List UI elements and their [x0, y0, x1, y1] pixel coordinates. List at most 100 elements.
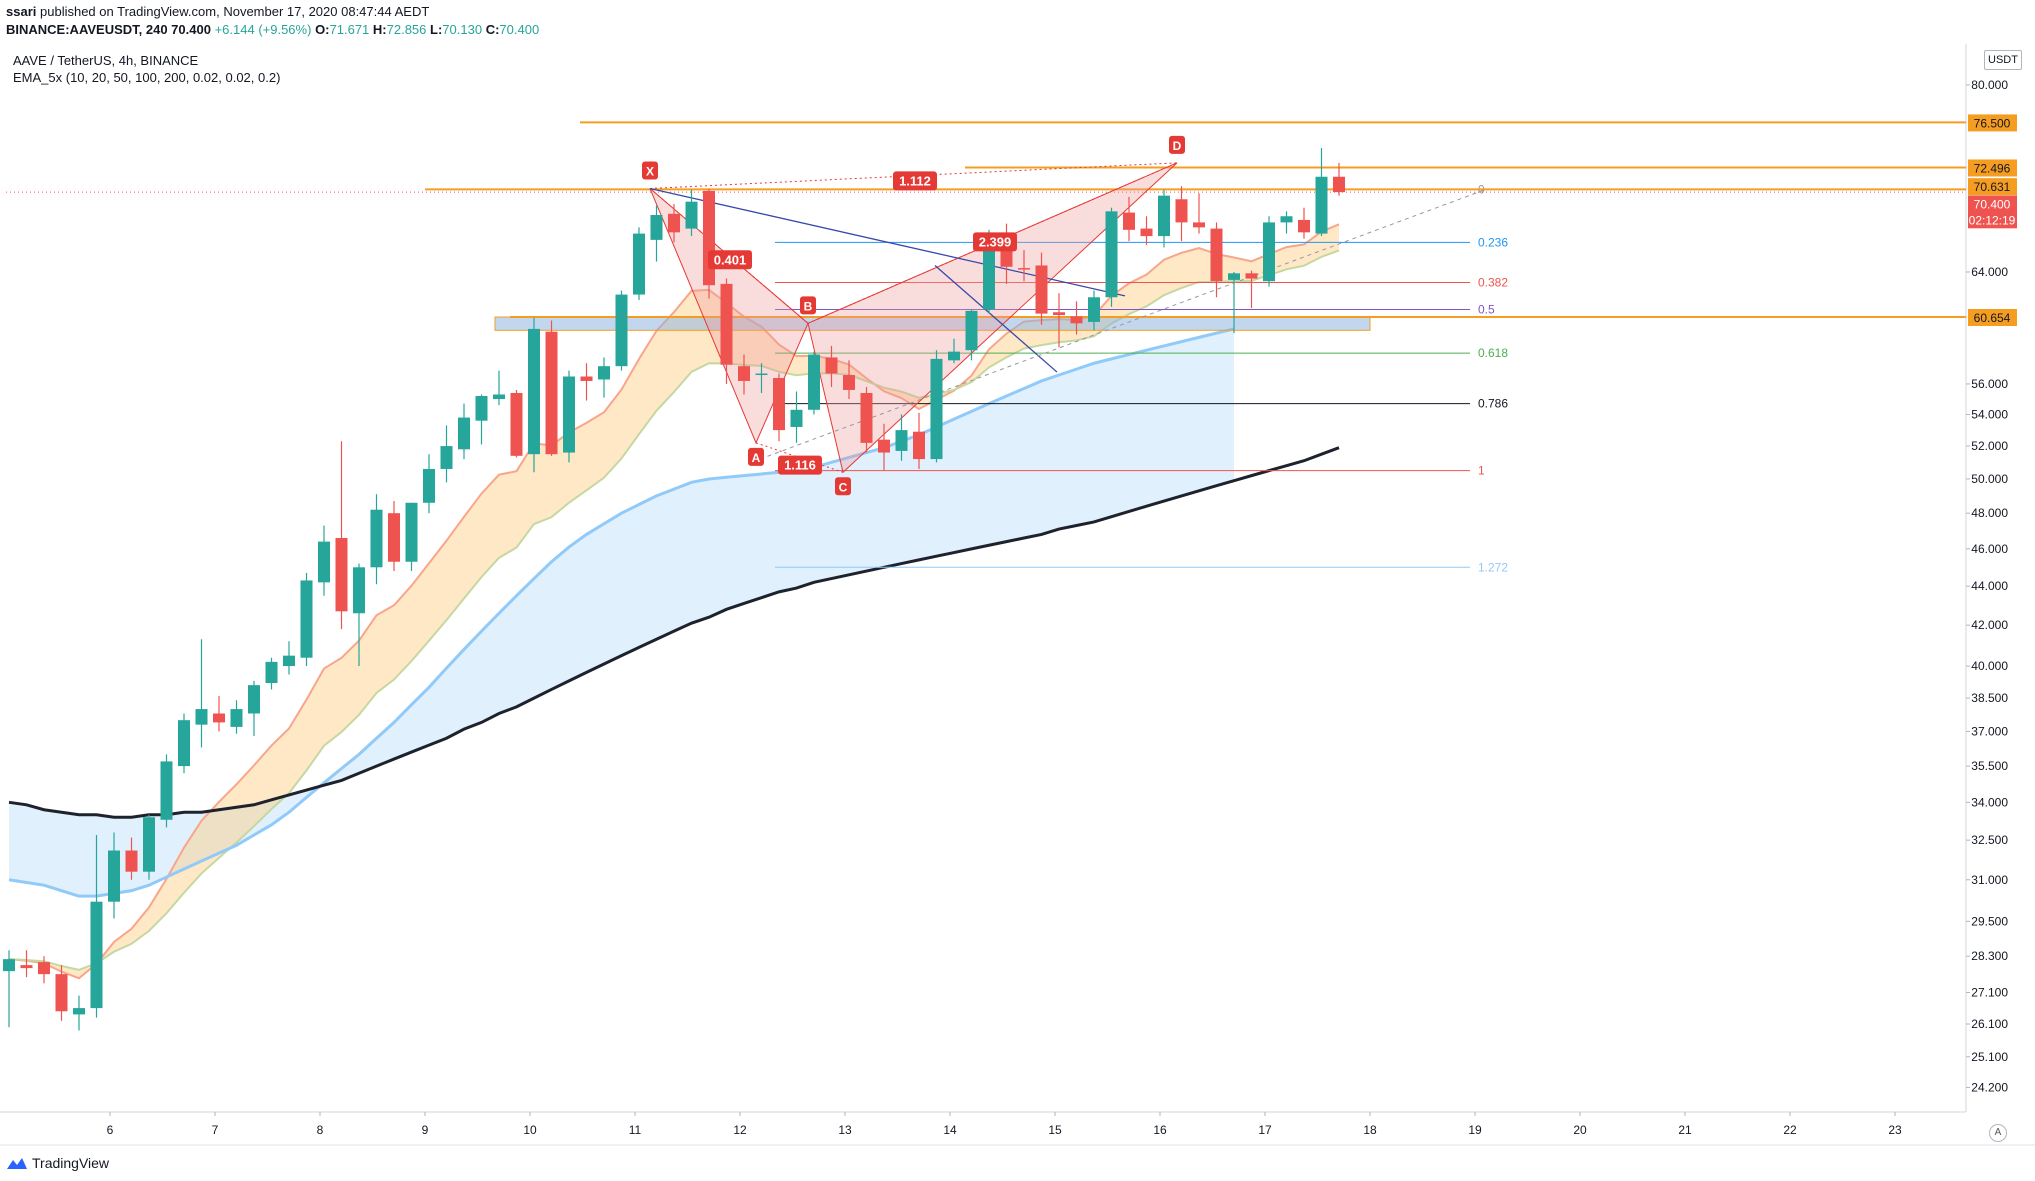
candle-down[interactable] [1210, 228, 1223, 282]
candle-down[interactable] [545, 331, 558, 455]
harmonic-ratio-label: 2.399 [979, 234, 1012, 249]
candle-down[interactable] [55, 974, 68, 1012]
candle-up[interactable] [685, 201, 698, 229]
candle-up[interactable] [73, 1008, 85, 1015]
candle-down[interactable] [1193, 222, 1205, 228]
candle-up[interactable] [1228, 273, 1240, 280]
candle-down[interactable] [335, 538, 348, 612]
candle-up[interactable] [178, 720, 190, 767]
trendline-lower[interactable] [934, 264, 1058, 373]
candle-up[interactable] [3, 959, 15, 972]
harmonic-ratio-badge[interactable] [708, 250, 752, 270]
candle-down[interactable] [720, 283, 733, 365]
candle-down[interactable] [1140, 228, 1153, 237]
candle-down[interactable] [510, 392, 523, 456]
candle-up[interactable] [1088, 297, 1100, 322]
candle-down[interactable] [773, 377, 785, 431]
candle-up[interactable] [808, 354, 820, 410]
candle-up[interactable] [598, 366, 610, 380]
candle-up[interactable] [563, 376, 575, 453]
candle-up[interactable] [930, 358, 943, 460]
candle-down[interactable] [1245, 273, 1258, 279]
candle-down[interactable] [878, 439, 890, 453]
auto-scale-button[interactable]: A [1989, 1124, 2007, 1142]
candle-up[interactable] [283, 655, 295, 667]
candle-up[interactable] [615, 294, 628, 367]
candle-down[interactable] [213, 713, 225, 723]
candle-up[interactable] [143, 817, 155, 872]
fib-level-label: 1 [1478, 464, 1485, 478]
candle-down[interactable] [1175, 199, 1188, 223]
candle-down[interactable] [1053, 312, 1065, 316]
candle-up[interactable] [1263, 222, 1275, 282]
candle-up[interactable] [528, 328, 540, 455]
candle-up[interactable] [300, 580, 313, 658]
candle-up[interactable] [1105, 211, 1118, 298]
candle-up[interactable] [475, 396, 488, 421]
candle-up[interactable] [755, 373, 768, 376]
candle-up[interactable] [265, 661, 278, 683]
candle-down[interactable] [20, 965, 33, 969]
candle-up[interactable] [1158, 195, 1170, 237]
candle-up[interactable] [440, 446, 453, 469]
candle-up[interactable] [160, 761, 173, 820]
rising-trendline[interactable] [759, 189, 1486, 460]
candle-down[interactable] [1018, 268, 1030, 270]
candle-up[interactable] [90, 901, 103, 1009]
candle-up[interactable] [493, 394, 505, 400]
candle-up[interactable] [353, 567, 365, 614]
legend-indicator[interactable]: EMA_5x (10, 20, 50, 100, 200, 0.02, 0.02… [13, 70, 281, 85]
candle-down[interactable] [703, 190, 715, 286]
harmonic-ratio-badge[interactable] [778, 455, 822, 475]
harmonic-ratio-badge[interactable] [973, 232, 1017, 252]
candle-up[interactable] [370, 509, 383, 568]
candle-down[interactable] [738, 366, 750, 381]
axis-price-label: 60.654 [1974, 311, 2011, 325]
candle-up[interactable] [895, 430, 908, 451]
harmonic-ratio-badge[interactable] [893, 171, 937, 191]
harmonic-point-badge[interactable] [748, 447, 764, 466]
candle-up[interactable] [423, 468, 435, 503]
harmonic-point-badge[interactable] [800, 296, 816, 315]
publisher-name[interactable]: ssari [6, 4, 37, 19]
candle-up[interactable] [650, 215, 663, 240]
candle-down[interactable] [825, 357, 838, 374]
candle-down[interactable] [1298, 219, 1310, 233]
price-tick-label: 27.100 [1971, 985, 2008, 999]
candle-down[interactable] [580, 376, 593, 381]
candle-up[interactable] [108, 850, 120, 902]
candle-up[interactable] [458, 417, 470, 450]
candle-up[interactable] [790, 409, 803, 427]
harmonic-point-badge[interactable] [835, 477, 851, 496]
candle-up[interactable] [983, 239, 995, 310]
currency-unit-label[interactable]: USDT [1984, 50, 2022, 70]
candle-down[interactable] [843, 375, 855, 390]
candle-down[interactable] [388, 513, 400, 562]
candle-down[interactable] [1123, 212, 1135, 230]
candle-down[interactable] [668, 213, 680, 233]
time-tick-label: 9 [422, 1123, 429, 1137]
candle-up[interactable] [1315, 176, 1328, 234]
candle-up[interactable] [248, 685, 260, 714]
candle-up[interactable] [948, 351, 960, 361]
candle-down[interactable] [125, 850, 138, 872]
candle-down[interactable] [1035, 265, 1048, 314]
candle-down[interactable] [38, 962, 50, 975]
candle-up[interactable] [405, 502, 418, 562]
candle-up[interactable] [965, 310, 978, 351]
candle-up[interactable] [1280, 216, 1293, 223]
candle-up[interactable] [633, 233, 645, 295]
candle-down[interactable] [913, 431, 925, 460]
harmonic-point-badge[interactable] [1169, 135, 1185, 154]
candle-down[interactable] [1333, 176, 1345, 193]
harmonic-point-badge[interactable] [642, 161, 658, 180]
candle-up[interactable] [195, 709, 208, 725]
harmonic-ratio-label: 1.112 [899, 173, 931, 188]
candle-down[interactable] [1070, 316, 1083, 324]
candle-up[interactable] [318, 541, 330, 583]
candle-up[interactable] [230, 709, 243, 727]
candle-down[interactable] [860, 392, 873, 443]
footer-brand[interactable]: TradingView [6, 1152, 109, 1174]
price-change: +6.144 (+9.56%) [214, 22, 312, 37]
